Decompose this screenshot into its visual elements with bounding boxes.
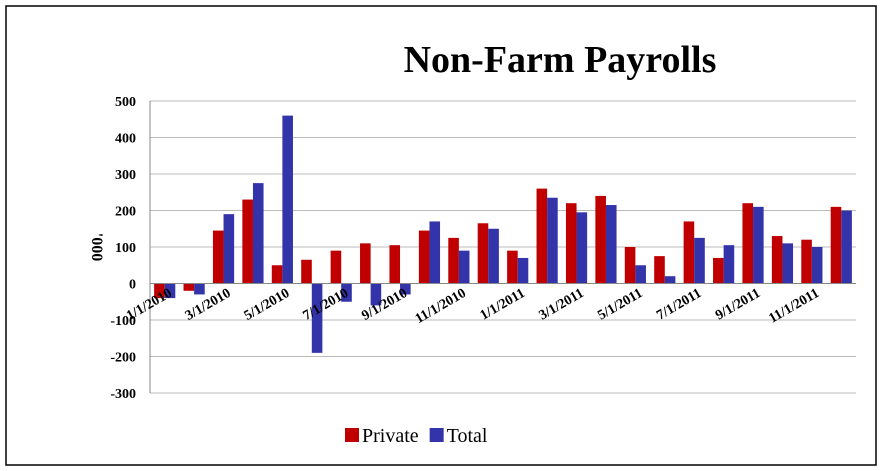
y-tick-label: 0 bbox=[129, 278, 136, 293]
bar bbox=[271, 265, 283, 284]
bar bbox=[183, 283, 195, 291]
bar bbox=[212, 230, 224, 284]
bar bbox=[517, 257, 529, 284]
bar bbox=[360, 243, 371, 284]
y-tick-label: 300 bbox=[115, 168, 136, 183]
bar bbox=[164, 283, 176, 299]
legend-label: Total bbox=[447, 425, 488, 447]
y-tick-label: 200 bbox=[115, 205, 136, 220]
bar bbox=[565, 203, 577, 284]
bar bbox=[418, 230, 430, 284]
bar bbox=[301, 259, 312, 284]
bar bbox=[841, 210, 852, 284]
bar bbox=[242, 199, 253, 284]
bar bbox=[252, 183, 264, 284]
bar bbox=[311, 283, 323, 353]
bar bbox=[782, 243, 794, 284]
legend-label: Private bbox=[362, 425, 419, 447]
bar bbox=[154, 283, 165, 299]
bar bbox=[742, 203, 754, 284]
bar bbox=[664, 276, 676, 284]
y-tick-label: 100 bbox=[115, 241, 136, 256]
bar bbox=[370, 283, 382, 306]
y-tick-label: -300 bbox=[110, 387, 136, 402]
bar bbox=[723, 245, 735, 284]
y-tick-label: -200 bbox=[110, 351, 136, 366]
bar bbox=[771, 236, 783, 284]
bar bbox=[507, 250, 518, 284]
bar bbox=[389, 245, 401, 284]
bar bbox=[223, 214, 235, 284]
bar bbox=[282, 115, 293, 284]
bar bbox=[683, 221, 695, 284]
bar bbox=[624, 247, 636, 284]
bar bbox=[635, 265, 646, 284]
y-tick-label: -100 bbox=[110, 314, 136, 329]
bar bbox=[400, 283, 411, 295]
bar bbox=[341, 283, 352, 302]
bar bbox=[801, 239, 812, 284]
bar bbox=[654, 256, 665, 284]
bar bbox=[448, 237, 459, 284]
legend-swatch bbox=[429, 428, 444, 442]
bar bbox=[458, 250, 470, 284]
y-tick-label: 400 bbox=[115, 132, 136, 147]
y-tick-label: 500 bbox=[115, 95, 136, 110]
legend-swatch bbox=[345, 428, 359, 442]
bar bbox=[753, 206, 764, 284]
bar bbox=[488, 228, 499, 284]
bar bbox=[547, 197, 558, 284]
y-axis-label: '000 bbox=[88, 233, 105, 261]
bar bbox=[811, 247, 823, 284]
bar bbox=[694, 237, 705, 284]
bar bbox=[194, 283, 205, 295]
frame bbox=[5, 5, 877, 466]
bar bbox=[595, 195, 606, 284]
bar bbox=[605, 205, 617, 284]
bar bbox=[536, 188, 548, 284]
bar bbox=[576, 212, 588, 284]
bar bbox=[713, 257, 724, 284]
chart-title: Non-Farm Payrolls bbox=[404, 39, 717, 81]
bar bbox=[830, 206, 842, 284]
bar bbox=[429, 221, 441, 284]
bar bbox=[477, 223, 489, 284]
bar bbox=[330, 250, 342, 284]
